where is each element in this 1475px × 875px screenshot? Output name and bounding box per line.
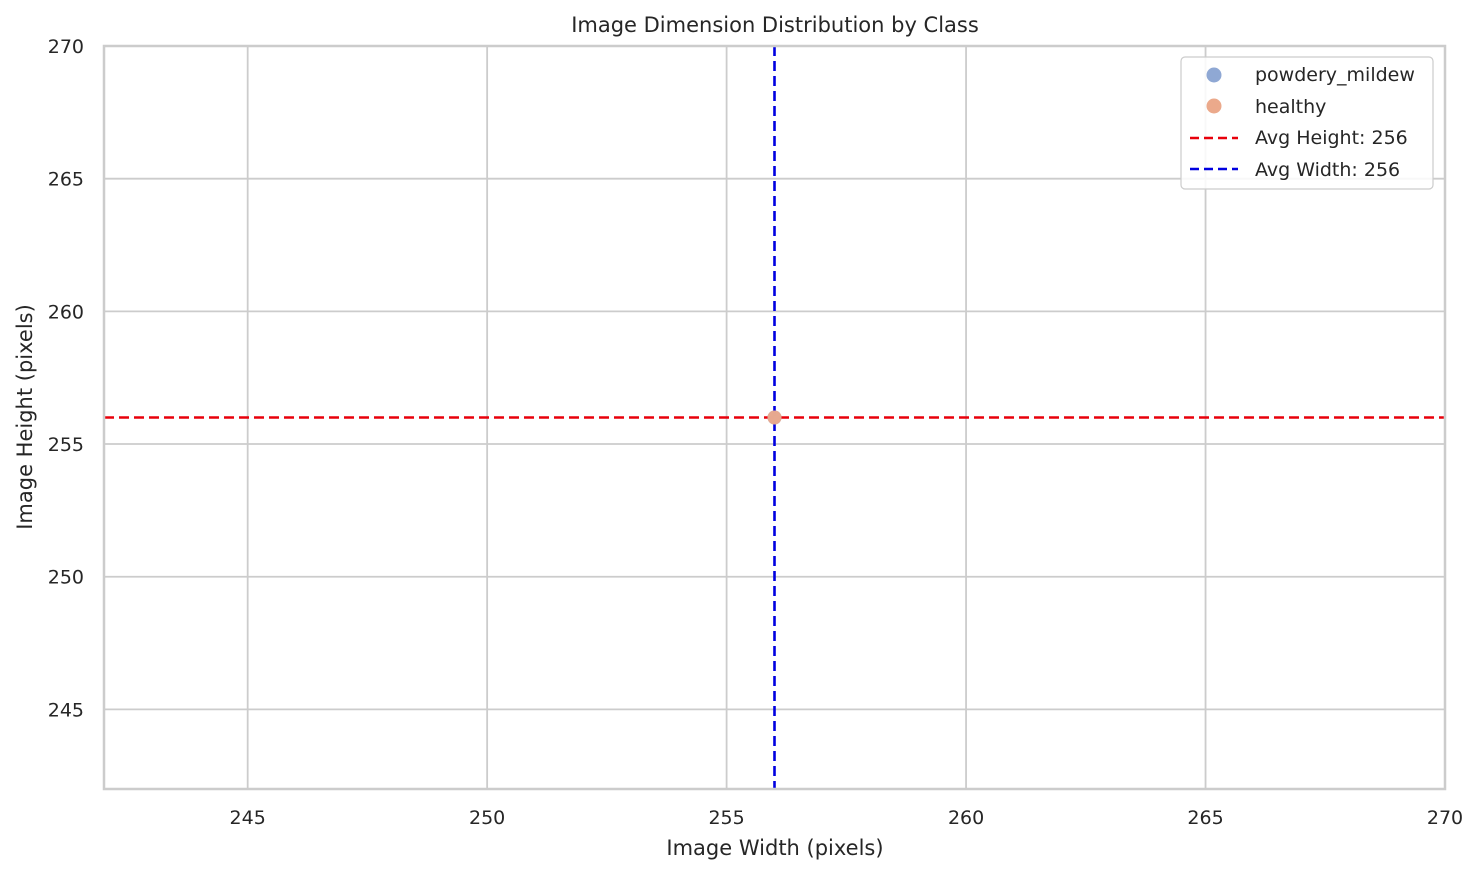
legend-label-healthy: healthy	[1255, 96, 1326, 118]
y-axis-label: Image Height (pixels)	[13, 304, 37, 530]
legend-marker-healthy	[1206, 98, 1222, 114]
scatter-point-healthy	[767, 410, 782, 425]
x-tick-label: 255	[708, 807, 744, 829]
data-points	[767, 410, 782, 425]
y-tick-label: 255	[48, 434, 84, 456]
reference-lines	[104, 46, 1445, 789]
x-tick-labels: 245 250 255 260 265 270	[230, 807, 1464, 829]
legend-marker-powdery-mildew	[1206, 67, 1222, 83]
y-tick-label: 270	[48, 36, 84, 58]
legend-label-avg-width: Avg Width: 256	[1255, 159, 1400, 181]
x-tick-label: 250	[469, 807, 505, 829]
legend-label-powdery-mildew: powdery_mildew	[1255, 64, 1415, 86]
y-tick-labels: 245 250 255 260 265 270	[48, 36, 84, 721]
x-tick-label: 265	[1187, 807, 1223, 829]
x-axis-label: Image Width (pixels)	[666, 836, 883, 860]
x-tick-label: 245	[230, 807, 266, 829]
legend: powdery_mildew healthy Avg Height: 256 A…	[1180, 56, 1434, 190]
legend-label-avg-height: Avg Height: 256	[1255, 127, 1408, 149]
y-tick-label: 260	[48, 301, 84, 323]
legend-frame	[1180, 56, 1434, 190]
plot-frame	[102, 44, 1447, 791]
y-tick-label: 245	[48, 699, 84, 721]
x-tick-label: 260	[948, 807, 984, 829]
chart-title: Image Dimension Distribution by Class	[571, 13, 979, 37]
y-tick-label: 265	[48, 169, 84, 191]
x-tick-label: 270	[1427, 807, 1463, 829]
y-tick-label: 250	[48, 567, 84, 589]
